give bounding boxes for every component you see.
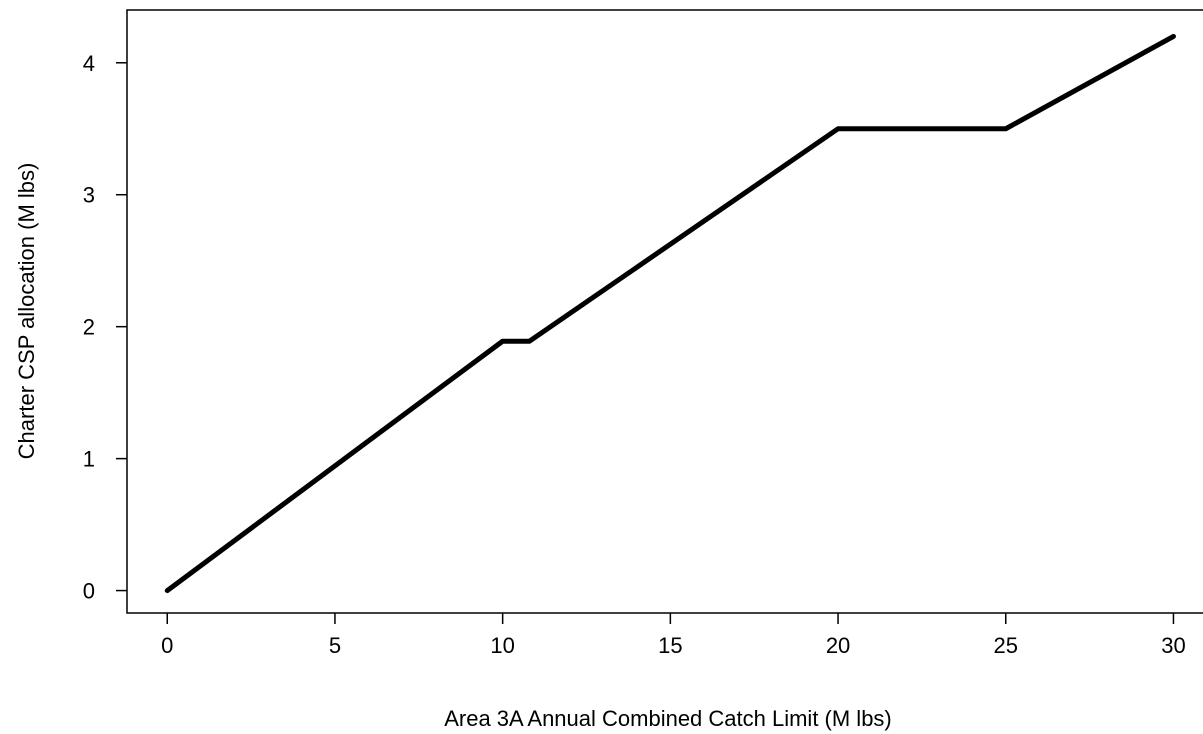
series-line <box>164 33 1176 594</box>
y-tick-label: 4 <box>83 51 95 76</box>
plot-frame <box>126 9 1203 614</box>
x-tick-label: 25 <box>994 633 1018 658</box>
x-tick-label: 10 <box>490 633 514 658</box>
x-tick-label: 5 <box>329 633 341 658</box>
x-tick-label: 15 <box>658 633 682 658</box>
y-tick-label: 0 <box>83 579 95 604</box>
x-axis: 0 5 10 15 20 25 30 <box>161 613 1186 658</box>
series-layer <box>164 33 1176 594</box>
y-axis: 0 1 2 3 4 <box>83 51 127 604</box>
x-tick-label: 0 <box>161 633 173 658</box>
x-axis-title: Area 3A Annual Combined Catch Limit (M l… <box>444 706 892 731</box>
y-tick-label: 1 <box>83 447 95 472</box>
x-tick-label: 20 <box>826 633 850 658</box>
x-tick-label: 30 <box>1161 633 1185 658</box>
y-tick-label: 2 <box>83 315 95 340</box>
y-tick-label: 3 <box>83 183 95 208</box>
y-axis-title: Charter CSP allocation (M lbs) <box>14 163 39 460</box>
